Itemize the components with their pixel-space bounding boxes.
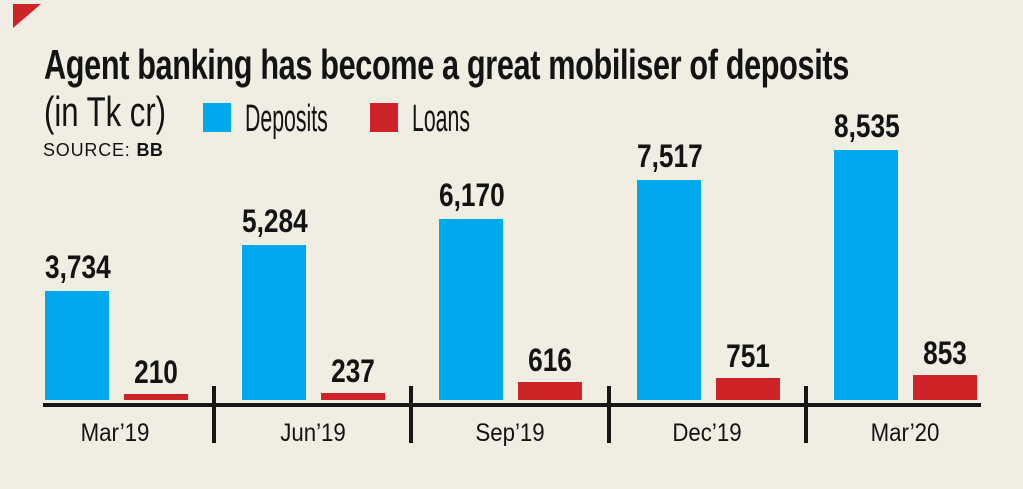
axis-tick bbox=[804, 386, 809, 443]
deposit-bar bbox=[439, 219, 504, 400]
deposit-value-label: 5,284 bbox=[241, 203, 308, 240]
category-label: Dec’19 bbox=[672, 419, 743, 447]
deposit-value-label: 3,734 bbox=[44, 248, 111, 285]
deposit-value-label: 6,170 bbox=[439, 177, 505, 214]
loan-bar bbox=[123, 393, 188, 400]
legend-swatch-loans bbox=[370, 103, 398, 132]
deposit-bar bbox=[636, 179, 701, 400]
legend-label-deposits: Deposits bbox=[245, 98, 328, 140]
source-credit: SOURCE: BB bbox=[43, 141, 163, 159]
loan-value-label: 751 bbox=[725, 338, 770, 375]
deposit-bar bbox=[241, 245, 306, 400]
x-axis-line bbox=[43, 403, 981, 407]
loan-value-label: 616 bbox=[528, 341, 573, 378]
axis-tick bbox=[409, 386, 414, 443]
loan-value-label: 210 bbox=[133, 353, 178, 390]
loan-value-label: 853 bbox=[923, 335, 967, 372]
deposit-value-label: 7,517 bbox=[636, 137, 703, 174]
axis-tick bbox=[211, 386, 216, 443]
chart-title: Agent banking has become a great mobilis… bbox=[44, 41, 849, 88]
legend-swatch-deposits bbox=[203, 103, 231, 132]
deposit-bar bbox=[44, 290, 109, 400]
loan-bar bbox=[715, 378, 780, 400]
category-label: Mar’19 bbox=[80, 419, 150, 447]
axis-tick bbox=[606, 386, 611, 443]
loan-bar bbox=[518, 381, 583, 400]
category-label: Jun’19 bbox=[279, 419, 346, 447]
source-value: BB bbox=[136, 140, 164, 160]
loan-bar bbox=[913, 375, 978, 400]
category-label: Mar’20 bbox=[870, 419, 940, 447]
corner-accent-icon bbox=[13, 4, 41, 28]
source-label: SOURCE: bbox=[43, 140, 131, 160]
legend-label-loans: Loans bbox=[412, 98, 470, 140]
loan-bar bbox=[320, 393, 385, 400]
loan-value-label: 237 bbox=[331, 353, 375, 390]
deposit-bar bbox=[834, 150, 899, 400]
category-label: Sep’19 bbox=[475, 419, 545, 447]
chart-unit-subtitle: (in Tk cr) bbox=[44, 88, 167, 135]
deposit-value-label: 8,535 bbox=[834, 108, 900, 145]
